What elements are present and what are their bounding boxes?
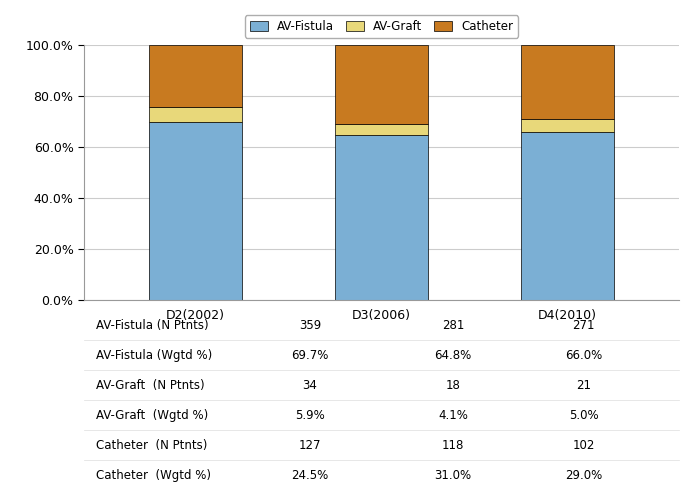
Text: AV-Graft  (N Ptnts): AV-Graft (N Ptnts) — [96, 379, 204, 392]
Text: 18: 18 — [445, 379, 461, 392]
Text: 281: 281 — [442, 319, 464, 332]
Text: 29.0%: 29.0% — [565, 468, 603, 481]
Bar — [149, 122, 242, 300]
Text: 5.9%: 5.9% — [295, 408, 325, 422]
Bar — [521, 119, 614, 132]
Bar — [335, 124, 428, 134]
Text: 31.0%: 31.0% — [434, 468, 472, 481]
Text: 21: 21 — [576, 379, 592, 392]
Text: 118: 118 — [442, 438, 464, 452]
Bar — [149, 107, 242, 122]
Bar — [149, 44, 242, 107]
Text: 64.8%: 64.8% — [434, 349, 472, 362]
Bar — [335, 134, 428, 300]
Bar — [521, 132, 614, 300]
Text: 5.0%: 5.0% — [569, 408, 598, 422]
Text: 24.5%: 24.5% — [291, 468, 329, 481]
Text: 102: 102 — [573, 438, 595, 452]
Text: 69.7%: 69.7% — [291, 349, 329, 362]
Text: AV-Graft  (Wgtd %): AV-Graft (Wgtd %) — [96, 408, 208, 422]
Text: AV-Fistula (N Ptnts): AV-Fistula (N Ptnts) — [96, 319, 209, 332]
Text: 34: 34 — [302, 379, 318, 392]
Legend: AV-Fistula, AV-Graft, Catheter: AV-Fistula, AV-Graft, Catheter — [245, 15, 518, 38]
Text: 127: 127 — [299, 438, 321, 452]
Text: Catheter  (Wgtd %): Catheter (Wgtd %) — [96, 468, 211, 481]
Bar — [521, 45, 614, 119]
Text: Catheter  (N Ptnts): Catheter (N Ptnts) — [96, 438, 207, 452]
Text: 359: 359 — [299, 319, 321, 332]
Bar — [335, 46, 428, 124]
Text: 271: 271 — [573, 319, 595, 332]
Text: 66.0%: 66.0% — [565, 349, 603, 362]
Text: AV-Fistula (Wgtd %): AV-Fistula (Wgtd %) — [96, 349, 212, 362]
Text: 4.1%: 4.1% — [438, 408, 468, 422]
